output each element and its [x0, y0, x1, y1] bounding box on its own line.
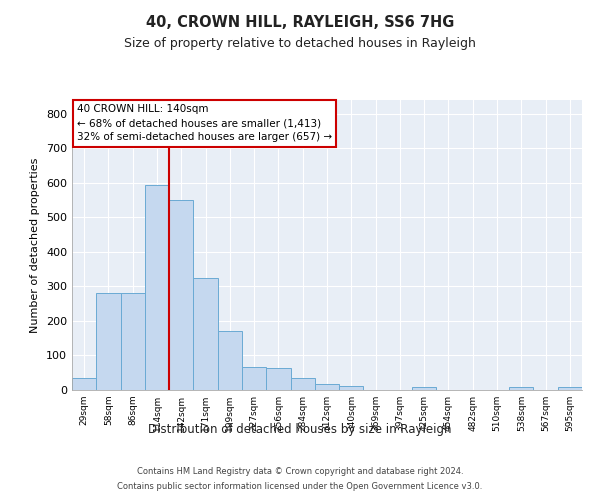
Bar — [96, 294, 121, 390]
Bar — [339, 386, 364, 390]
Text: Contains public sector information licensed under the Open Government Licence v3: Contains public sector information licen… — [118, 482, 482, 491]
Bar — [121, 294, 145, 390]
Bar — [290, 378, 315, 390]
Text: 40 CROWN HILL: 140sqm
← 68% of detached houses are smaller (1,413)
32% of semi-d: 40 CROWN HILL: 140sqm ← 68% of detached … — [77, 104, 332, 142]
Bar — [169, 200, 193, 390]
Bar — [242, 366, 266, 390]
Text: Distribution of detached houses by size in Rayleigh: Distribution of detached houses by size … — [148, 422, 452, 436]
Bar — [315, 384, 339, 390]
Bar — [193, 278, 218, 390]
Text: 40, CROWN HILL, RAYLEIGH, SS6 7HG: 40, CROWN HILL, RAYLEIGH, SS6 7HG — [146, 15, 454, 30]
Bar — [412, 387, 436, 390]
Text: Contains HM Land Registry data © Crown copyright and database right 2024.: Contains HM Land Registry data © Crown c… — [137, 467, 463, 476]
Bar — [72, 378, 96, 390]
Bar — [509, 387, 533, 390]
Bar — [218, 332, 242, 390]
Bar — [266, 368, 290, 390]
Bar — [145, 184, 169, 390]
Text: Size of property relative to detached houses in Rayleigh: Size of property relative to detached ho… — [124, 38, 476, 51]
Bar — [558, 387, 582, 390]
Y-axis label: Number of detached properties: Number of detached properties — [31, 158, 40, 332]
